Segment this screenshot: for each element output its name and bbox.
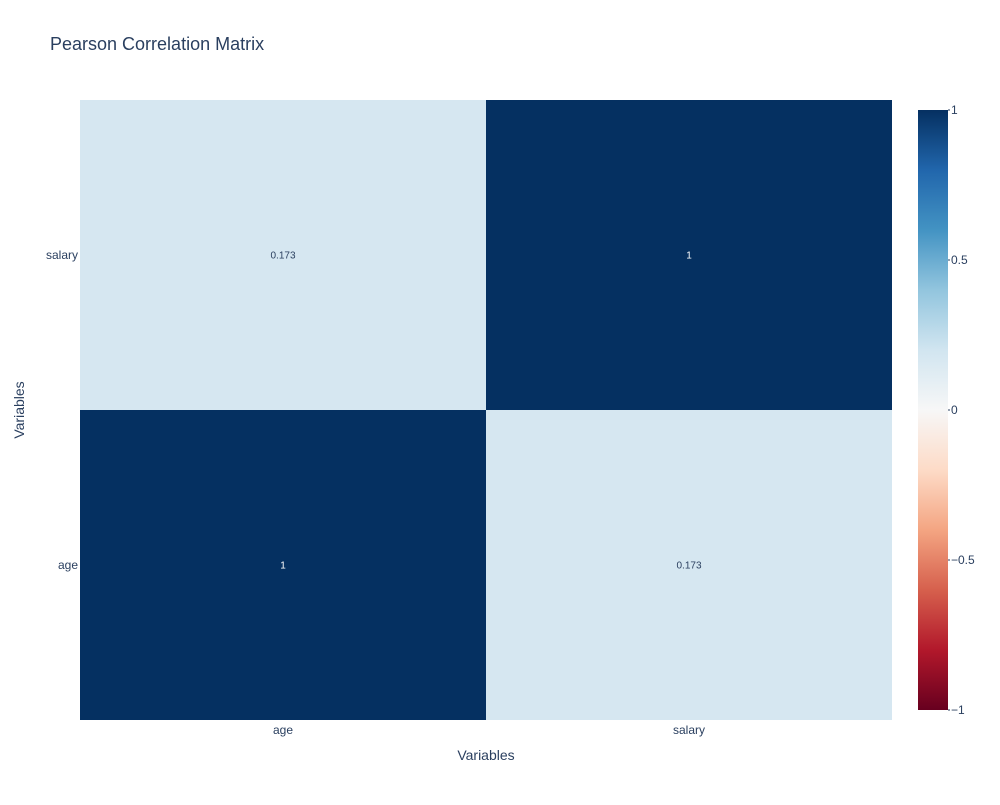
colorbar-tick-label: 0 xyxy=(951,403,958,417)
colorbar-gradient xyxy=(918,110,948,710)
y-tick-label: salary xyxy=(46,248,78,262)
cell-value-label: 1 xyxy=(686,251,692,262)
colorbar: 1 0.5 0 −0.5 −1 xyxy=(918,103,975,717)
chart-title: Pearson Correlation Matrix xyxy=(50,34,264,54)
heatmap-cell xyxy=(486,410,892,720)
colorbar-tick-label: 1 xyxy=(951,103,958,117)
x-tick-label: age xyxy=(273,723,293,737)
heatmap-cells xyxy=(80,100,892,720)
x-tick-label: salary xyxy=(673,723,705,737)
y-axis-title: Variables xyxy=(11,381,27,438)
x-axis-title: Variables xyxy=(457,747,514,763)
colorbar-tick-label: 0.5 xyxy=(951,253,968,267)
heatmap-cell xyxy=(80,410,486,720)
cell-value-label: 1 xyxy=(280,561,286,572)
x-axis-ticks: age salary xyxy=(273,723,705,737)
heatmap-cell-labels: 1 0.173 0.173 1 xyxy=(270,251,701,572)
y-tick-label: age xyxy=(58,558,78,572)
heatmap-cell xyxy=(486,100,892,410)
y-axis-ticks: age salary xyxy=(46,248,78,572)
colorbar-tick-label: −1 xyxy=(951,703,965,717)
cell-value-label: 0.173 xyxy=(270,251,295,262)
colorbar-tick-label: −0.5 xyxy=(951,553,975,567)
heatmap-cell xyxy=(80,100,486,410)
colorbar-ticks: 1 0.5 0 −0.5 −1 xyxy=(948,103,975,717)
cell-value-label: 0.173 xyxy=(676,561,701,572)
